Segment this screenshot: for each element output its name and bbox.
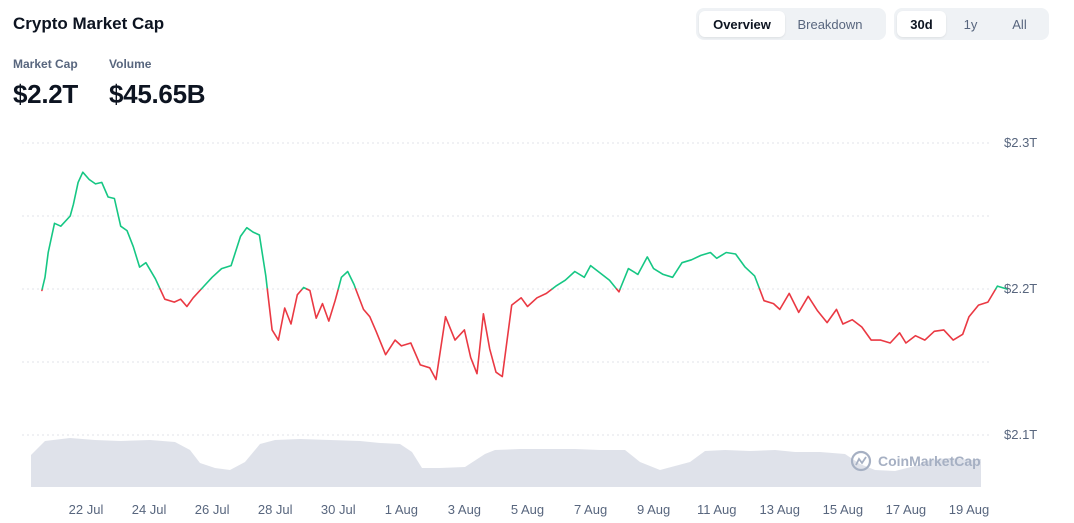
price-line-segment-up	[337, 270, 357, 290]
volume-area-shape	[31, 438, 981, 487]
price-line-segment-down	[354, 288, 553, 381]
volume-value: $45.65B	[109, 79, 206, 109]
price-line-segment-up	[41, 171, 161, 290]
x-tick-label: 15 Aug	[823, 502, 864, 517]
x-tick-label: 11 Aug	[697, 502, 737, 517]
market-cap-value: $2.2T	[13, 79, 78, 109]
market-cap-label: Market Cap	[13, 57, 78, 71]
price-line-segment-down	[615, 288, 621, 293]
x-axis-ticks: 22 Jul 24 Jul 26 Jul 28 Jul 30 Jul 1 Aug 3 Aug…	[69, 502, 990, 517]
price-line-segment-up	[551, 264, 618, 290]
x-tick-label: 24 Jul	[132, 502, 167, 517]
view-toggle: Overview Breakdown	[696, 8, 886, 40]
x-tick-label: 13 Aug	[760, 502, 801, 517]
price-line-segment-up	[301, 286, 308, 290]
price-line-segment-down	[159, 288, 203, 308]
tab-range-all[interactable]: All	[1012, 16, 1027, 32]
x-tick-label: 28 Jul	[258, 502, 293, 517]
x-tick-label: 30 Jul	[321, 502, 356, 517]
market-cap-metric: Market Cap $2.2T	[13, 57, 78, 110]
watermark-text: CoinMarketCap	[878, 453, 981, 469]
range-toggle: 30d 1y All	[894, 8, 1049, 40]
price-line-segment-up	[200, 226, 269, 290]
page-title: Crypto Market Cap	[13, 14, 165, 33]
tab-overview[interactable]: Overview	[699, 11, 785, 37]
price-line-segment-down	[305, 288, 340, 322]
x-tick-label: 26 Jul	[195, 502, 230, 517]
watermark: CoinMarketCap	[850, 450, 981, 472]
y-tick-label: $2.3T	[1004, 135, 1037, 150]
price-line-segment-down	[266, 288, 304, 341]
tab-range-30d[interactable]: 30d	[897, 11, 946, 37]
x-tick-label: 5 Aug	[511, 502, 544, 517]
tab-breakdown[interactable]: Breakdown	[797, 16, 863, 32]
volume-area	[31, 438, 981, 487]
coinmarketcap-logo-icon	[850, 450, 872, 472]
volume-label: Volume	[109, 57, 152, 71]
grid-lines	[22, 142, 990, 436]
x-tick-label: 1 Aug	[385, 502, 418, 517]
price-line	[41, 171, 1008, 381]
x-tick-label: 3 Aug	[448, 502, 481, 517]
x-tick-label: 19 Aug	[949, 502, 990, 517]
x-tick-label: 22 Jul	[69, 502, 104, 517]
price-line-segment-up	[619, 251, 761, 290]
y-tick-label: $2.1T	[1004, 427, 1037, 442]
price-line-segment-up	[994, 285, 1008, 290]
volume-metric: Volume $45.65B	[109, 57, 206, 110]
x-tick-label: 17 Aug	[886, 502, 927, 517]
y-axis-ticks: $2.3T $2.2T $2.1T	[1004, 135, 1037, 442]
price-line-segment-down	[758, 288, 997, 344]
y-tick-label: $2.2T	[1004, 281, 1037, 296]
x-tick-label: 7 Aug	[574, 502, 607, 517]
tab-range-1y[interactable]: 1y	[963, 16, 978, 32]
x-tick-label: 9 Aug	[637, 502, 670, 517]
